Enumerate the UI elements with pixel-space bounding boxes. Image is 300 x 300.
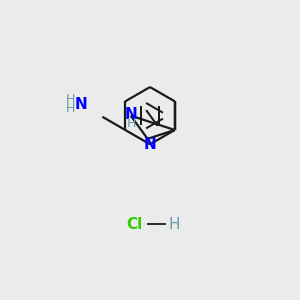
- Text: Cl: Cl: [126, 217, 142, 232]
- Text: N: N: [144, 137, 156, 152]
- Text: H: H: [127, 117, 136, 130]
- Text: H: H: [66, 93, 75, 106]
- Text: H: H: [169, 217, 180, 232]
- Text: N: N: [74, 97, 87, 112]
- Text: N: N: [124, 107, 137, 122]
- Text: H: H: [66, 102, 75, 115]
